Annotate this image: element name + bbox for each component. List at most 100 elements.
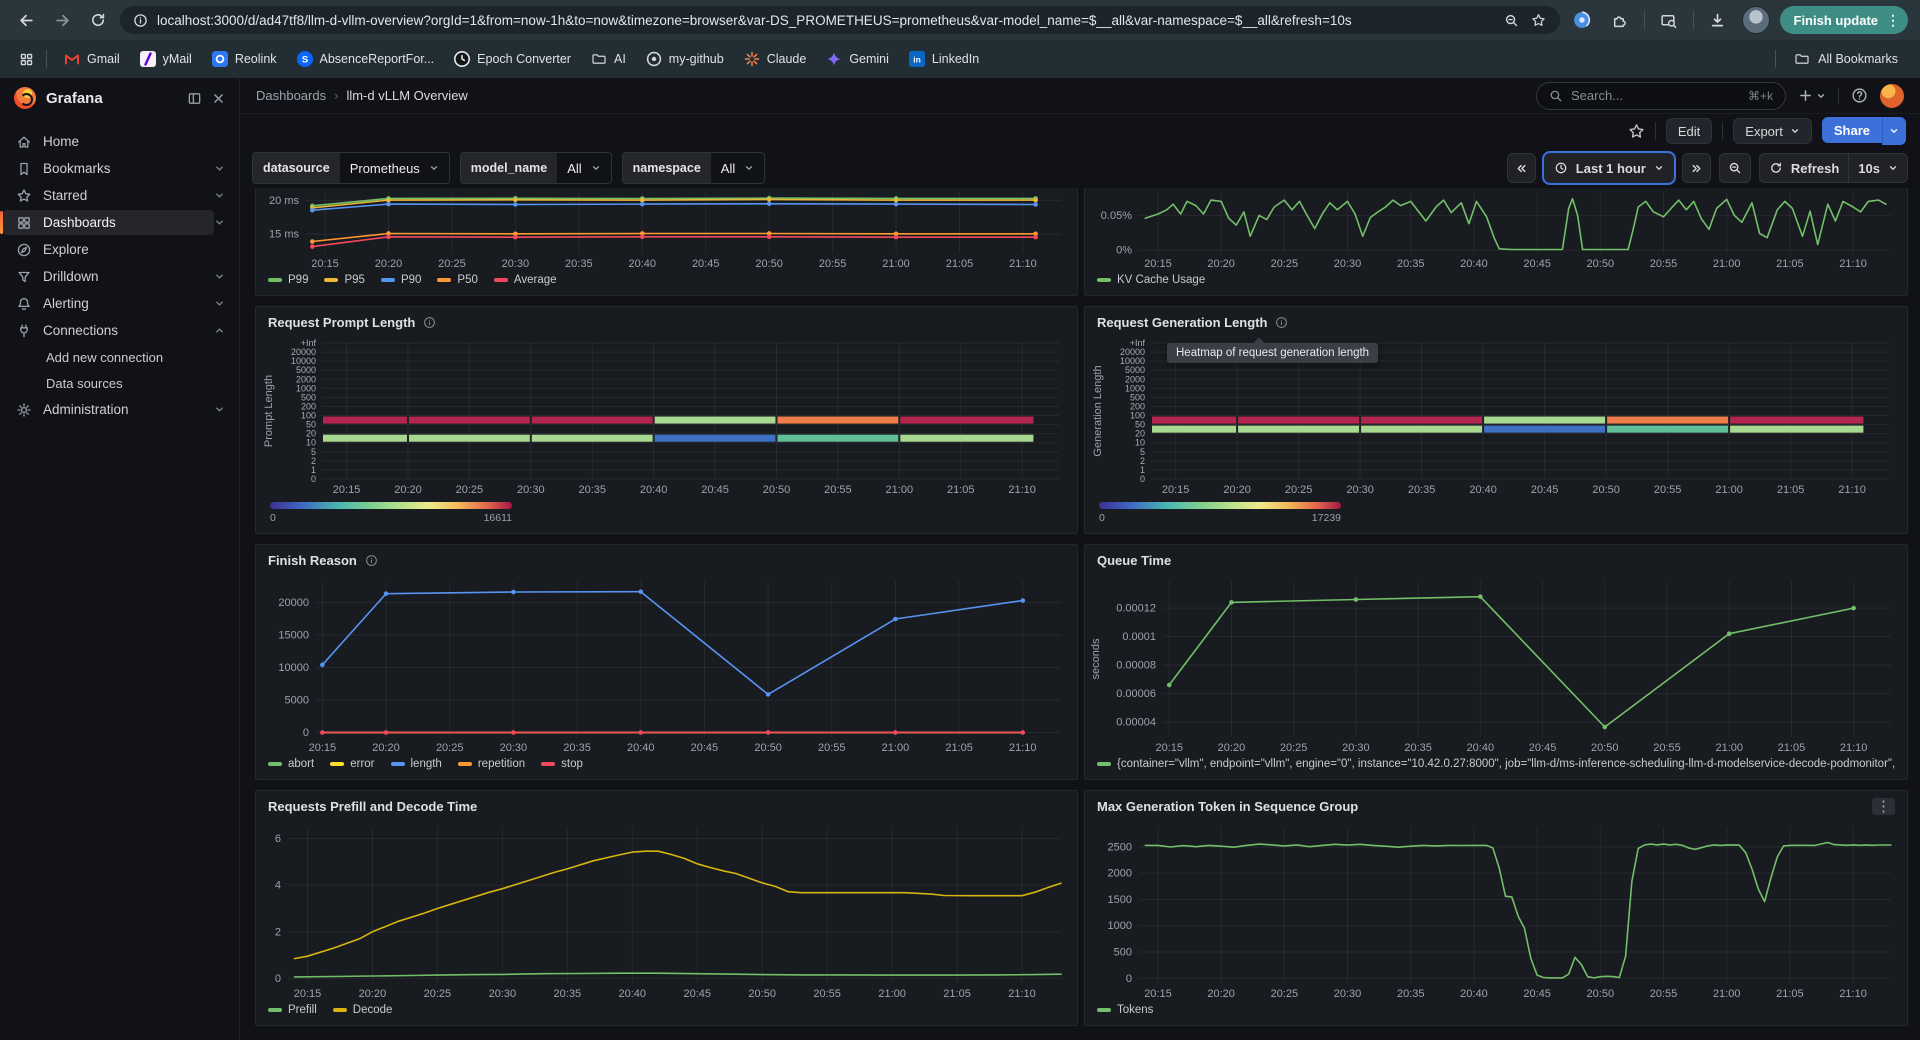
- browser-profile-avatar[interactable]: [1741, 6, 1770, 34]
- browser-menu-icon[interactable]: ⋮: [1886, 12, 1900, 28]
- bookmark-ai[interactable]: AI: [582, 47, 635, 71]
- time-shift-forward-button[interactable]: [1681, 153, 1711, 183]
- search-zoom-icon[interactable]: [1503, 6, 1521, 34]
- help-button[interactable]: [1851, 87, 1868, 104]
- sidebar-subitem-data-sources[interactable]: Data sources: [46, 375, 123, 391]
- chevron-down-icon[interactable]: [214, 404, 225, 415]
- legend-item[interactable]: P90: [380, 274, 421, 286]
- search-input[interactable]: Search... ⌘+k: [1536, 81, 1786, 110]
- edit-button[interactable]: Edit: [1665, 118, 1713, 144]
- sidebar-item-drilldown[interactable]: Drilldown: [0, 263, 239, 290]
- sidebar-item-explore[interactable]: Explore: [0, 236, 239, 263]
- legend-item[interactable]: {container="vllm", endpoint="vllm", engi…: [1097, 758, 1895, 770]
- bookmark-gmail[interactable]: Gmail: [55, 47, 129, 71]
- variable-value-picker[interactable]: All: [711, 153, 764, 183]
- chevron-up-icon[interactable]: [214, 325, 225, 336]
- legend-item[interactable]: stop: [541, 758, 583, 770]
- tab-search-icon[interactable]: [1655, 6, 1683, 34]
- refresh-button[interactable]: Refresh: [1758, 153, 1849, 183]
- sidebar-subitem-add-new-connection[interactable]: Add new connection: [46, 349, 164, 365]
- sidebar-item-administration[interactable]: Administration: [0, 396, 239, 423]
- sidebar-item-hit[interactable]: Starred: [3, 183, 214, 208]
- prefill_decode_time-chart[interactable]: 20:15 20:20 20:25 20:30 20:35 20:40 20:45 20:50…: [258, 821, 1075, 1001]
- reload-icon[interactable]: [84, 6, 112, 34]
- chevron-down-icon[interactable]: [214, 190, 225, 201]
- bookmark-reolink[interactable]: Reolink: [203, 47, 286, 71]
- sidebar-item-hit[interactable]: Connections: [3, 318, 214, 343]
- legend-item[interactable]: P50: [437, 274, 478, 286]
- variable-namespace[interactable]: namespace All: [621, 152, 766, 184]
- downloads-icon[interactable]: [1704, 6, 1732, 34]
- bookmark-epoch-converter[interactable]: Epoch Converter: [445, 47, 580, 71]
- variable-model-name[interactable]: model_name All: [459, 152, 612, 184]
- sidebar-item-hit[interactable]: Dashboards: [3, 210, 214, 235]
- info-icon[interactable]: [423, 316, 436, 329]
- extension-blue-icon[interactable]: [1568, 6, 1596, 34]
- bookmark-my-github[interactable]: my-github: [637, 47, 733, 71]
- variable-value-picker[interactable]: Prometheus: [340, 153, 449, 183]
- close-icon[interactable]: [212, 92, 225, 105]
- queue_time-chart[interactable]: 20:15 20:20 20:25 20:30 20:35 20:40 20:45 20:50…: [1087, 575, 1905, 755]
- back-icon[interactable]: [12, 6, 40, 34]
- sidebar-item-home[interactable]: Home: [0, 128, 239, 155]
- latency_percentiles-chart[interactable]: 20:15 20:20 20:25 20:30 20:35 20:40 20:45 20:50…: [258, 188, 1075, 271]
- sidebar-item-starred[interactable]: Starred: [0, 182, 239, 209]
- bookmark-gemini[interactable]: Gemini: [817, 47, 898, 71]
- legend-item[interactable]: KV Cache Usage: [1097, 274, 1205, 286]
- user-avatar[interactable]: [1880, 83, 1904, 108]
- legend-item[interactable]: error: [330, 758, 375, 770]
- info-icon[interactable]: [1275, 316, 1288, 329]
- max_generation_token-chart[interactable]: 20:15 20:20 20:25 20:30 20:35 20:40 20:45 20:50…: [1087, 821, 1905, 1001]
- finish-update-button[interactable]: Finish update ⋮: [1779, 6, 1908, 34]
- bookmark-claude[interactable]: Claude: [735, 47, 816, 71]
- chevron-down-icon[interactable]: [214, 298, 225, 309]
- time-range-picker[interactable]: Last 1 hour: [1543, 153, 1674, 183]
- favorite-star-icon[interactable]: [1628, 123, 1645, 140]
- apps-grid-icon[interactable]: [14, 45, 38, 73]
- request_generation_length-chart[interactable]: 0125102050100200500100020005000100002000…: [1087, 337, 1905, 497]
- site-info-icon[interactable]: [132, 12, 148, 28]
- variable-value-picker[interactable]: All: [557, 153, 610, 183]
- sidebar-item-hit[interactable]: Bookmarks: [3, 156, 214, 181]
- sidebar-item-bookmarks[interactable]: Bookmarks: [0, 155, 239, 182]
- finish_reason-chart[interactable]: 20:15 20:20 20:25 20:30 20:35 20:40 20:45 20:50…: [258, 575, 1075, 755]
- share-menu-button[interactable]: [1882, 117, 1906, 145]
- legend-item[interactable]: length: [390, 758, 442, 770]
- chevron-down-icon[interactable]: [214, 271, 225, 282]
- bookmark-ymail[interactable]: yMail: [131, 47, 201, 71]
- sidebar-item-hit[interactable]: Administration: [3, 397, 214, 422]
- chevron-down-icon[interactable]: [214, 163, 225, 174]
- legend-item[interactable]: Tokens: [1097, 1004, 1153, 1016]
- request_prompt_length-chart[interactable]: 0125102050100200500100020005000100002000…: [258, 337, 1075, 497]
- grafana-logo[interactable]: [14, 87, 36, 109]
- legend-item[interactable]: Prefill: [268, 1004, 317, 1016]
- sidebar-item-connections[interactable]: Connections: [0, 317, 239, 344]
- add-menu-button[interactable]: [1798, 88, 1826, 103]
- zoom-out-button[interactable]: [1718, 153, 1751, 183]
- legend-item[interactable]: P95: [324, 274, 365, 286]
- time-shift-back-button[interactable]: [1506, 153, 1536, 183]
- sidebar-item-hit[interactable]: Home: [3, 129, 225, 154]
- share-button[interactable]: Share: [1821, 117, 1882, 143]
- legend-item[interactable]: P99: [268, 274, 308, 286]
- forward-icon[interactable]: [48, 6, 76, 34]
- refresh-interval-picker[interactable]: 10s: [1848, 153, 1908, 183]
- bookmark-absencereportfor[interactable]: S AbsenceReportFor...: [288, 47, 444, 71]
- sidebar-item-dashboards[interactable]: Dashboards: [0, 209, 239, 236]
- sidebar-item-hit[interactable]: Explore: [3, 237, 225, 262]
- sidebar-item-hit[interactable]: Drilldown: [3, 264, 214, 289]
- address-bar[interactable]: localhost:3000/d/ad47tf8/llm-d-vllm-over…: [120, 6, 1560, 34]
- chevron-down-icon[interactable]: [214, 217, 225, 228]
- bookmark-star-icon[interactable]: [1530, 6, 1548, 34]
- kv_cache_usage-chart[interactable]: 20:15 20:20 20:25 20:30 20:35 20:40 20:45 20:50…: [1087, 188, 1905, 271]
- legend-item[interactable]: Average: [493, 274, 557, 286]
- breadcrumb-dashboards[interactable]: Dashboards: [256, 88, 327, 103]
- bookmark-linkedin[interactable]: in LinkedIn: [900, 47, 988, 71]
- dock-menu-icon[interactable]: [187, 91, 202, 106]
- extensions-puzzle-icon[interactable]: [1606, 6, 1634, 34]
- legend-item[interactable]: abort: [268, 758, 314, 770]
- info-icon[interactable]: [365, 554, 378, 567]
- all-bookmarks-button[interactable]: All Bookmarks: [1786, 47, 1906, 71]
- sidebar-item-hit[interactable]: Alerting: [3, 291, 214, 316]
- legend-item[interactable]: repetition: [457, 758, 525, 770]
